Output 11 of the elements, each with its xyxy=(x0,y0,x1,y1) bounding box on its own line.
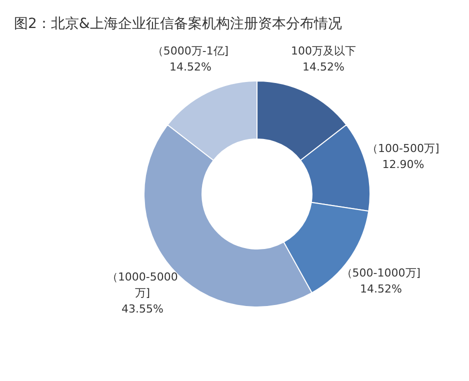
slice-label: （100-500万] xyxy=(367,142,440,156)
slice-label: （1000-5000万] xyxy=(106,270,178,300)
slice-label: 100万及以下 xyxy=(291,44,356,58)
chart-title: 图2：北京&上海企业征信备案机构注册资本分布情况 xyxy=(14,15,342,32)
data-label: 43.55% xyxy=(121,302,164,316)
data-label: 14.52% xyxy=(360,282,402,296)
data-label: 14.52% xyxy=(302,60,344,74)
slice-label: （5000万-1亿] xyxy=(152,44,229,58)
data-label: 14.52% xyxy=(170,60,212,74)
data-label: 12.90% xyxy=(382,158,424,172)
slice-label: （500-1000万] xyxy=(341,266,421,280)
